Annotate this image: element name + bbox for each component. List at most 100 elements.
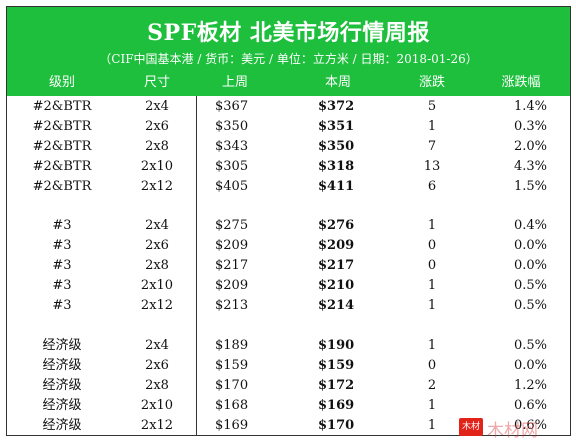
this-week-cell: $210 [318,278,355,293]
size-cell: 2x8 [145,258,169,273]
table-row: #2&BTR 2x12 $405 $411 6 1.5% [7,177,570,197]
last-week-cell: $213 [215,298,249,313]
this-week-cell: $217 [318,258,355,273]
watermark-text: 木材网 [487,421,538,441]
change-pct-cell: 1.5% [513,179,547,194]
col-header-last-week: 上周 [221,75,248,90]
last-week-cell: $189 [215,338,249,353]
report-frame: SPF板材 北美市场行情周报 （CIF中国基本港 / 货币：美元 / 单位：立方… [6,6,571,441]
change-pct-cell: 0.5% [513,298,547,313]
last-week-cell: $275 [215,218,249,233]
change-pct-cell: 0.0% [513,238,547,253]
table-row: 经济级 2x6 $159 $159 0 0.0% [7,356,570,376]
table-row: #3 2x12 $213 $214 1 0.5% [7,296,570,316]
table-row: #3 2x10 $209 $210 1 0.5% [7,276,570,296]
size-cell: 2x4 [145,338,169,353]
report-subtitle: （CIF中国基本港 / 货币：美元 / 单位：立方米 / 日期：2018-01-… [99,52,478,66]
table-row: 经济级 2x10 $168 $169 1 0.6% [7,396,570,416]
change-pct-cell: 0.6% [513,398,547,413]
last-week-cell: $217 [215,258,249,273]
watermark-logo: 木材 木材网 [459,416,563,441]
grade-cell: 经济级 [42,398,82,413]
table-row: 经济级 2x4 $189 $190 1 0.5% [7,336,570,356]
change-cell: 0 [427,358,437,373]
this-week-cell: $411 [318,179,355,194]
last-week-cell: $169 [215,418,249,433]
change-cell: 1 [427,119,437,134]
grade-cell: 经济级 [42,418,82,433]
this-week-cell: $276 [318,218,355,233]
col-header-this-week: 本周 [324,75,351,90]
grade-cell: #2&BTR [32,179,92,194]
grade-cell: #3 [52,278,72,293]
grade-cell: #3 [52,218,72,233]
change-cell: 1 [427,338,437,353]
change-cell: 5 [427,99,437,114]
last-week-cell: $367 [215,99,249,114]
grade-cell: #3 [52,238,72,253]
this-week-cell: $350 [318,139,355,154]
grade-cell: #3 [52,258,72,273]
change-pct-cell: 0.0% [513,358,547,373]
size-cell: 2x4 [145,218,169,233]
this-week-cell: $169 [318,398,355,413]
header-banner: SPF板材 北美市场行情周报 （CIF中国基本港 / 货币：美元 / 单位：立方… [7,7,570,96]
col-header-change-pct: 涨跌幅 [501,75,541,90]
change-pct-cell: 0.4% [513,218,547,233]
last-week-cell: $159 [215,358,249,373]
change-pct-cell: 0.5% [513,338,547,353]
change-cell: 1 [427,398,437,413]
change-cell: 1 [427,218,437,233]
size-cell: 2x10 [140,278,174,293]
report-title: SPF板材 北美市场行情周报 [147,20,430,46]
col-header-size: 尺寸 [143,75,170,90]
this-week-cell: $318 [318,159,355,174]
this-week-cell: $209 [318,238,355,253]
table-row: #2&BTR 2x6 $350 $351 1 0.3% [7,117,570,137]
table-row: #3 2x8 $217 $217 0 0.0% [7,256,570,276]
column-divider [196,96,197,435]
change-cell: 0 [427,238,437,253]
grade-cell: #3 [52,298,72,313]
this-week-cell: $372 [318,99,355,114]
size-cell: 2x6 [145,119,169,134]
size-cell: 2x12 [140,179,174,194]
size-cell: 2x6 [145,238,169,253]
last-week-cell: $170 [215,378,249,393]
size-cell: 2x8 [145,378,169,393]
this-week-cell: $190 [318,338,355,353]
change-pct-cell: 1.2% [513,378,547,393]
size-cell: 2x10 [140,398,174,413]
this-week-cell: $170 [318,418,355,433]
table-row: 经济级 2x8 $170 $172 2 1.2% [7,376,570,396]
change-cell: 7 [427,139,437,154]
change-cell: 13 [423,159,441,174]
last-week-cell: $405 [215,179,249,194]
change-cell: 6 [427,179,437,194]
col-header-grade: 级别 [48,75,75,90]
grade-cell: #2&BTR [32,99,92,114]
grade-cell: #2&BTR [32,159,92,174]
grade-cell: 经济级 [42,338,82,353]
change-cell: 0 [427,258,437,273]
table-row: #3 2x4 $275 $276 1 0.4% [7,216,570,236]
last-week-cell: $350 [215,119,249,134]
this-week-cell: $214 [318,298,355,313]
this-week-cell: $351 [318,119,355,134]
last-week-cell: $209 [215,278,249,293]
change-pct-cell: 4.3% [513,159,547,174]
size-cell: 2x12 [140,298,174,313]
last-week-cell: $343 [215,139,249,154]
grade-cell: 经济级 [42,378,82,393]
this-week-cell: $159 [318,358,355,373]
size-cell: 2x4 [145,99,169,114]
watermark-badge: 木材 [459,418,483,436]
size-cell: 2x6 [145,358,169,373]
grade-cell: #2&BTR [32,139,92,154]
table-row: 经济级 2x12 $169 $170 1 0.6% [7,416,570,436]
change-cell: 2 [427,378,437,393]
change-cell: 1 [427,418,437,433]
last-week-cell: $305 [215,159,249,174]
change-pct-cell: 0.5% [513,278,547,293]
this-week-cell: $172 [318,378,355,393]
